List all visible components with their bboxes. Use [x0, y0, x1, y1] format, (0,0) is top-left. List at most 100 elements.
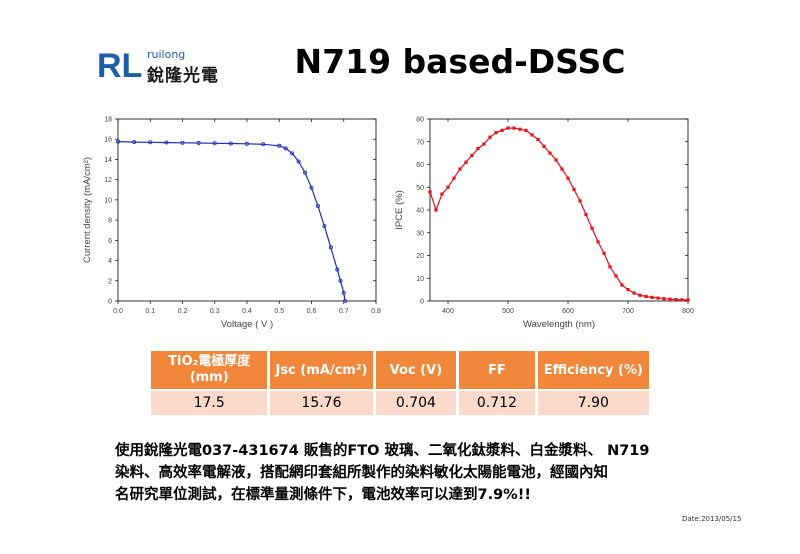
header-thickness-line1: TiO₂電極厚度: [168, 354, 251, 369]
y-tick-label: 0: [420, 299, 424, 306]
data-point: [560, 167, 564, 171]
header-voc: Voc (V): [375, 351, 457, 389]
date-stamp: Date:2013/05/15: [682, 515, 742, 523]
y-tick-label: 40: [416, 208, 424, 215]
table-header-row: TiO₂電極厚度 (mm) Jsc (mA/cm²) Voc (V) FF Ef…: [151, 351, 649, 389]
x-tick-label: 0.1: [145, 308, 155, 315]
y-axis-label: IPCE (%): [394, 190, 405, 230]
data-point: [506, 126, 510, 130]
y-tick-label: 10: [416, 276, 424, 283]
data-point: [638, 293, 642, 297]
x-tick-label: 500: [502, 308, 514, 315]
data-point: [470, 153, 474, 157]
company-logo: RL ruilong 銳隆光電: [95, 46, 225, 86]
x-tick-label: 400: [442, 308, 454, 315]
data-point: [458, 167, 462, 171]
logo-name: 銳隆光電: [147, 66, 219, 86]
data-point: [650, 295, 654, 299]
data-point: [303, 170, 308, 175]
performance-table: TiO₂電極厚度 (mm) Jsc (mA/cm²) Voc (V) FF Ef…: [148, 349, 652, 417]
data-point: [434, 208, 438, 212]
x-tick-label: 0.8: [371, 308, 381, 315]
cell-jsc: 15.76: [270, 391, 373, 415]
data-point: [620, 283, 624, 287]
y-tick-label: 50: [416, 185, 424, 192]
data-point: [608, 265, 612, 269]
plot-frame: [429, 118, 689, 302]
x-tick-label: 0.0: [113, 308, 123, 315]
data-point: [662, 297, 666, 301]
y-tick-label: 2: [108, 278, 112, 285]
data-point: [341, 290, 346, 295]
data-point: [554, 158, 558, 162]
data-point: [602, 251, 606, 255]
data-point: [343, 298, 348, 303]
data-point: [656, 296, 660, 300]
y-tick-label: 12: [104, 177, 112, 184]
description-line: 名研究單位測試，在標準量測條件下，電池效率可以達到7.9%!!: [115, 487, 531, 503]
data-point: [530, 133, 534, 137]
data-point: [524, 128, 528, 132]
data-point: [680, 298, 684, 302]
cell-voc: 0.704: [375, 391, 457, 415]
cell-efficiency: 7.90: [537, 391, 649, 415]
x-tick-label: 700: [622, 308, 634, 315]
data-point: [584, 212, 588, 217]
data-point: [244, 141, 249, 146]
data-point: [488, 135, 492, 139]
header-thickness-line2: (mm): [189, 370, 229, 385]
data-point: [542, 144, 546, 148]
ipce-chart: 400 500 600 700 800 0 10 20 30 40 50 60 70 80 Waveleng…: [394, 117, 694, 331]
header-efficiency: Efficiency (%): [537, 351, 649, 389]
data-point: [548, 151, 552, 155]
x-tick-label: 0.5: [274, 308, 284, 315]
table-row: 17.5 15.76 0.704 0.712 7.90: [151, 391, 649, 415]
data-point: [518, 127, 522, 131]
data-point: [464, 160, 468, 164]
data-point: [578, 199, 582, 203]
data-point: [614, 274, 618, 278]
data-point: [132, 140, 137, 145]
series-line: [429, 127, 689, 301]
data-point: [180, 140, 185, 145]
description-line: 染料、高效率電解液，搭配網印套組所製作的染料敏化太陽能電池，經國內知: [115, 465, 608, 481]
series-line: [117, 141, 346, 302]
data-point: [512, 126, 516, 130]
y-tick-label: 4: [108, 258, 112, 265]
y-tick-label: 8: [108, 218, 112, 225]
description-line: 使用銳隆光電037-431674 販售的FTO 玻璃、二氧化鈦漿料、白金漿料、 …: [115, 443, 650, 459]
data-point: [452, 176, 456, 180]
y-tick-label: 70: [416, 139, 424, 146]
x-tick-label: 0.4: [242, 308, 252, 315]
header-jsc: Jsc (mA/cm²): [270, 351, 373, 389]
y-tick-label: 60: [416, 162, 424, 169]
data-point: [196, 140, 201, 145]
data-point: [536, 137, 540, 142]
data-point: [482, 142, 486, 146]
data-point: [500, 128, 504, 132]
logo-subtitle: ruilong: [147, 48, 186, 61]
data-point: [212, 141, 217, 146]
header-thickness: TiO₂電極厚度 (mm): [151, 351, 268, 389]
page-title: N719 based-DSSC: [294, 42, 626, 81]
data-point: [328, 245, 333, 250]
x-tick-label: 800: [682, 308, 694, 315]
y-tick-label: 20: [416, 253, 424, 260]
cell-thickness: 17.5: [151, 391, 268, 415]
data-point: [148, 140, 153, 145]
y-tick-label: 14: [104, 157, 112, 164]
data-point: [494, 131, 498, 135]
data-point: [277, 143, 282, 148]
data-point: [338, 278, 343, 283]
x-tick-label: 600: [562, 308, 574, 315]
y-tick-label: 30: [416, 230, 424, 237]
svg-text:RL: RL: [97, 47, 142, 82]
y-tick-label: 18: [104, 117, 112, 124]
header-ff: FF: [459, 351, 535, 389]
data-point: [261, 142, 266, 147]
y-tick-label: 10: [104, 197, 112, 204]
data-point: [668, 297, 672, 301]
data-point: [590, 226, 594, 230]
description-paragraph: 使用銳隆光電037-431674 販售的FTO 玻璃、二氧化鈦漿料、白金漿料、 …: [115, 440, 715, 506]
data-point: [315, 203, 320, 208]
